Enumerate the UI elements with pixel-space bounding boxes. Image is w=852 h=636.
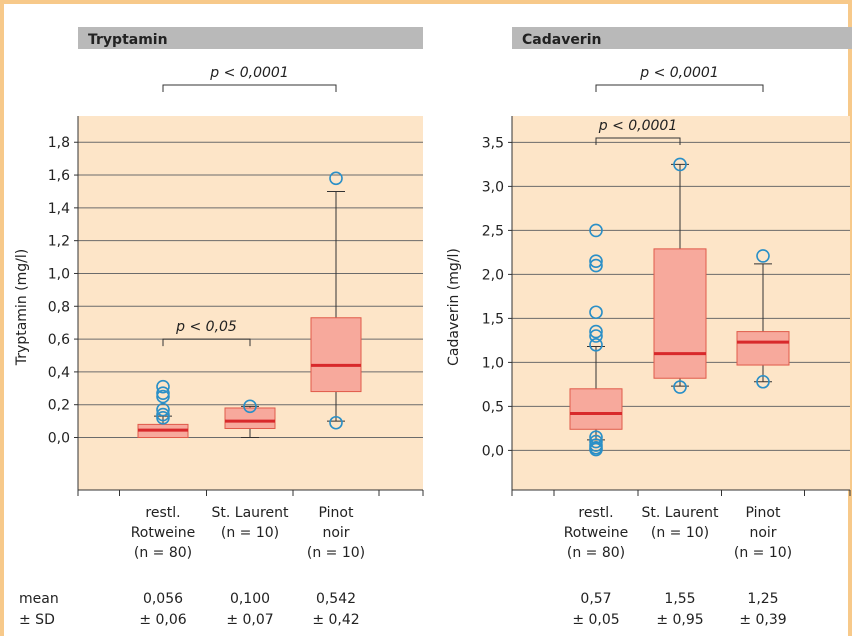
outlier-point [589,223,603,238]
significance-label: p < 0,0001 [639,65,719,81]
outlier-point [589,254,603,269]
sd-value: ± 0,95 [656,612,703,628]
category-label: Pinot [746,505,781,521]
outlier-point [589,305,603,320]
y-tick-label: 0,2 [48,398,70,414]
mean-row-label: mean [19,591,59,607]
category-label: Rotweine [564,525,629,541]
significance-label: p < 0,0001 [209,65,289,81]
outlier-point [156,411,170,425]
outlier-point [329,415,343,430]
sd-value: ± 0,42 [312,612,359,628]
y-tick-label: 0,0 [482,443,504,459]
box-iqr [310,317,362,393]
outlier-point [156,379,170,394]
mean-value: 0,542 [316,591,356,607]
mean-value: 0,57 [580,591,611,607]
sd-value: ± 0,39 [739,612,786,628]
y-tick-label: 1,2 [48,234,70,250]
outlier-point [156,407,170,422]
panel-title: Tryptamin [88,32,168,48]
outlier-point [156,402,170,417]
y-tick-label: 1,0 [48,266,70,282]
y-tick-label: 1,8 [48,135,70,151]
category-label: St. Laurent [642,505,719,521]
category-label: St. Laurent [212,505,289,521]
panel-header-bar [512,27,852,49]
mean-value: 1,55 [664,591,695,607]
y-tick-label: 2,0 [482,267,504,283]
outlier-point [243,399,257,414]
box-iqr [736,331,790,366]
panel-header-bar [78,27,423,49]
y-tick-label: 0,5 [482,399,504,415]
significance-bracket [162,338,251,347]
y-tick-label: 3,5 [482,135,504,151]
y-tick-label: 0,0 [48,431,70,447]
category-label: (n = 10) [734,545,792,561]
y-tick-label: 1,5 [482,311,504,327]
outlier-point [156,389,170,404]
outlier-point [673,380,687,394]
y-tick-label: 2,5 [482,223,504,239]
outlier-point [589,258,603,273]
y-tick-label: 1,6 [48,168,70,184]
category-label: (n = 80) [134,545,192,561]
significance-label: p < 0,0001 [598,118,678,134]
sd-value: ± 0,05 [572,612,619,628]
outlier-point [589,329,603,343]
box-iqr [224,407,276,429]
mean-value: 1,25 [747,591,778,607]
category-label: restl. [145,505,180,521]
sd-row-label: ± SD [19,612,55,628]
outlier-point [589,337,603,352]
outlier-point [589,324,603,339]
outlier-point [756,374,770,389]
y-axis-label: Cadaverin (mg/l) [446,248,462,366]
category-label: (n = 10) [307,545,365,561]
category-label: (n = 10) [221,525,279,541]
y-axis-label: Tryptamin (mg/l) [14,249,30,366]
outlier-point [589,442,603,457]
y-tick-label: 0,6 [48,332,70,348]
y-tick-label: 3,0 [482,179,504,195]
y-tick-label: 1,0 [482,355,504,371]
panel-title: Cadaverin [522,32,601,48]
significance-bracket [162,84,337,92]
category-label: (n = 80) [567,545,625,561]
outlier-point [673,157,687,172]
y-tick-label: 1,4 [48,201,70,217]
box-iqr [653,248,707,379]
category-label: Pinot [319,505,354,521]
outlier-point [756,249,770,263]
category-label: Rotweine [131,525,196,541]
outlier-point [156,386,170,401]
mean-value: 0,100 [230,591,270,607]
category-label: restl. [578,505,613,521]
box-iqr [569,388,623,430]
significance-label: p < 0,05 [175,319,237,335]
significance-bracket [595,137,681,145]
mean-value: 0,056 [143,591,183,607]
y-tick-label: 0,8 [48,299,70,315]
outlier-point [589,434,603,449]
y-tick-label: 0,4 [48,365,70,381]
category-label: (n = 10) [651,525,709,541]
category-label: noir [322,525,349,541]
category-label: noir [749,525,776,541]
significance-bracket [595,84,764,92]
outlier-point [329,171,343,186]
sd-value: ± 0,07 [226,612,273,628]
sd-value: ± 0,06 [139,612,186,628]
